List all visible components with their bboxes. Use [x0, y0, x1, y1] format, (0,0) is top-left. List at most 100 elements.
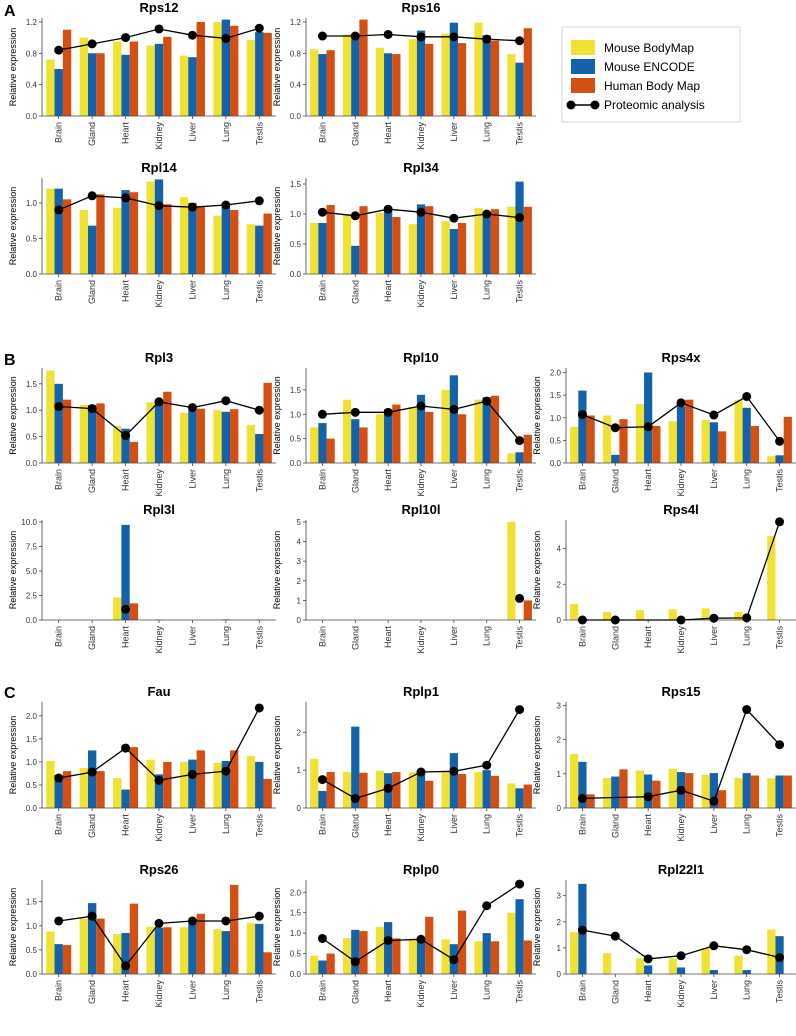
bar: [652, 780, 661, 808]
data-point: [87, 191, 97, 201]
y-axis-label: Relative expression: [272, 888, 282, 967]
data-point: [449, 32, 459, 42]
data-point: [221, 916, 231, 926]
bar: [449, 375, 458, 463]
data-point: [742, 613, 752, 623]
data-point: [317, 31, 327, 41]
x-tick-label: Testis: [254, 980, 264, 1004]
bar: [188, 410, 197, 463]
x-tick-label: Brain: [317, 626, 327, 647]
bar: [54, 188, 63, 274]
data-point: [515, 436, 525, 446]
bar: [196, 408, 205, 463]
data-point: [577, 793, 587, 803]
bar: [326, 50, 335, 117]
x-tick-label: Lung: [482, 814, 492, 834]
data-point: [87, 404, 97, 414]
x-tick-label: Brain: [54, 980, 64, 1001]
y-axis-label: Relative expression: [272, 28, 282, 107]
bar: [318, 423, 327, 463]
bar: [246, 224, 256, 274]
bar: [87, 903, 97, 974]
bar: [113, 597, 122, 620]
bar: [668, 421, 677, 463]
data-point: [121, 431, 131, 441]
bar: [709, 773, 718, 808]
bar: [154, 774, 164, 808]
data-point: [577, 410, 587, 420]
bar: [457, 773, 467, 808]
x-tick-label: Kidney: [154, 469, 164, 497]
bar: [652, 425, 661, 463]
bar: [146, 45, 155, 116]
bar: [255, 923, 264, 974]
y-axis-label: Relative expression: [272, 376, 282, 455]
x-tick-label: Testis: [775, 980, 785, 1004]
chart-title: Rpl10l: [401, 502, 440, 517]
bar: [490, 395, 500, 463]
bar: [375, 414, 385, 463]
bar: [326, 953, 335, 974]
chart-rps16: Rps16 Relative expression 0.0 0.4 0.8 1.2 Brai…: [272, 0, 536, 150]
y-tick-label: 3: [297, 557, 302, 566]
y-axis-label: Relative expression: [532, 888, 542, 967]
y-tick-label: 7.5: [26, 542, 38, 551]
bar: [775, 455, 784, 463]
bar: [474, 208, 483, 274]
bar: [163, 761, 172, 808]
data-point: [709, 613, 719, 623]
bar: [113, 207, 122, 274]
bar: [246, 755, 256, 808]
y-tick-label: 0: [557, 616, 562, 625]
data-point: [154, 201, 164, 211]
bar: [570, 932, 579, 974]
data-point: [416, 32, 426, 42]
bar: [46, 931, 55, 974]
x-tick-label: Lung: [742, 469, 752, 489]
bar: [154, 927, 164, 974]
x-tick-label: Lung: [221, 626, 231, 646]
x-tick-label: Heart: [121, 980, 131, 1003]
y-tick-label: 2.0: [550, 369, 562, 378]
y-tick-label: 5: [297, 518, 302, 527]
legend-label-proteomic: Proteomic analysis: [604, 98, 705, 112]
data-point: [676, 785, 686, 795]
bar: [441, 33, 450, 116]
bar: [507, 206, 516, 274]
bar: [449, 753, 458, 808]
y-tick-label: 0.8: [290, 49, 302, 58]
x-tick-label: Liver: [449, 280, 459, 300]
bar: [734, 777, 743, 808]
y-tick-label: 0.0: [290, 970, 302, 979]
bar: [701, 420, 710, 463]
legend-swatch-mouse-bodymap: [571, 40, 595, 55]
y-tick-label: 2.0: [26, 712, 38, 721]
x-tick-label: Liver: [187, 814, 197, 834]
data-point: [254, 405, 264, 415]
y-tick-label: 0.0: [290, 112, 302, 121]
y-tick-label: 2.0: [290, 888, 302, 897]
bar: [230, 409, 239, 463]
x-tick-label: Brain: [577, 469, 587, 490]
bar: [425, 916, 434, 974]
y-tick-label: 1.5: [290, 909, 302, 918]
x-tick-label: Heart: [121, 469, 131, 492]
chart-rpl3l: Rpl3l Relative expression 0.0 2.5 5.0 7.5 10.0…: [8, 502, 276, 654]
bar: [79, 37, 88, 116]
x-tick-label: Kidney: [154, 122, 164, 150]
x-tick-label: Liver: [709, 980, 719, 1000]
x-tick-label: Kidney: [676, 814, 686, 842]
x-tick-label: Testis: [515, 980, 525, 1004]
data-point: [515, 879, 525, 889]
bar: [129, 603, 139, 620]
chart-rplp0: Rplp0 Relative expression 0.0 0.5 1.0 1.5 2.0 B…: [272, 862, 536, 1008]
chart-rpl3: Rpl3 Relative expression 0.0 0.5 1.0 1.5 Brain…: [8, 350, 276, 497]
data-point: [383, 407, 393, 417]
bar: [255, 761, 264, 808]
bar: [129, 903, 139, 974]
y-tick-label: 1.0: [290, 929, 302, 938]
bar: [359, 772, 368, 808]
bar: [586, 415, 595, 463]
bar: [668, 768, 677, 808]
